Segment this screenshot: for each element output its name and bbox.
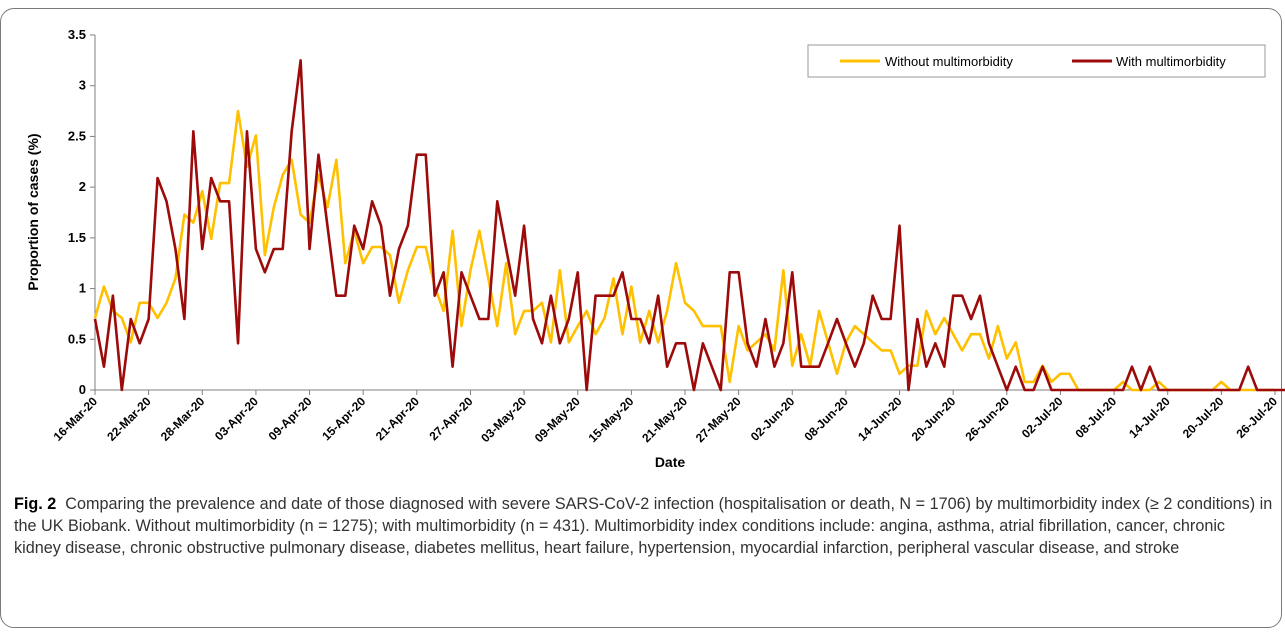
x-tick-label: 16-Mar-20 [51, 394, 101, 444]
legend-label-without: Without multimorbidity [885, 54, 1013, 69]
x-tick-label: 03-May-20 [478, 394, 529, 445]
x-tick-label: 21-May-20 [639, 394, 690, 445]
x-tick-label: 09-Apr-20 [266, 394, 315, 443]
x-tick-label: 27-May-20 [693, 394, 744, 445]
x-tick-label: 21-Apr-20 [373, 394, 422, 443]
series-layer [93, 59, 1285, 392]
y-tick-label: 3 [79, 78, 86, 93]
x-tick-label: 15-Apr-20 [319, 394, 368, 443]
x-tick-label: 26-Jun-20 [962, 394, 1012, 444]
caption-label: Fig. 2 [14, 495, 57, 513]
x-tick-label: 09-May-20 [532, 394, 583, 445]
x-tick-label: 22-Mar-20 [104, 394, 154, 444]
caption-text: Comparing the prevalence and date of tho… [14, 495, 1273, 557]
y-tick-label: 3.5 [68, 27, 86, 42]
x-tick-label: 28-Mar-20 [158, 394, 208, 444]
y-tick-label: 0.5 [68, 331, 86, 346]
x-tick-label: 20-Jul-20 [1180, 394, 1227, 441]
y-tick-label: 1.5 [68, 230, 86, 245]
x-tick-label: 03-Apr-20 [212, 394, 261, 443]
figure-frame [0, 8, 1282, 628]
x-tick-label: 15-May-20 [586, 394, 637, 445]
line-chart: 0 0.5 1 1.5 2 2.5 3 3.5 16-Mar-20 22-Mar-20 28-Ma… [25, 27, 1285, 470]
y-axis-title: Proportion of cases (%) [25, 133, 41, 290]
legend-box [807, 44, 1266, 78]
x-tick-label: 08-Jul-20 [1073, 394, 1120, 441]
x-tick-label: 27-Apr-20 [427, 394, 476, 443]
figure-caption: Fig. 2 Comparing the prevalence and date… [14, 493, 1276, 559]
y-axis: 0 0.5 1 1.5 2 2.5 3 3.5 [68, 27, 96, 397]
legend-label-with: With multimorbidity [1116, 54, 1226, 69]
x-tick-label: 08-Jun-20 [802, 394, 852, 444]
legend: Without multimorbidity With multimorbidi… [807, 44, 1266, 78]
x-tick-label: 02-Jun-20 [748, 394, 798, 444]
y-tick-label: 1 [79, 281, 86, 296]
x-tick-label: 14-Jul-20 [1126, 394, 1173, 441]
x-axis-title: Date [655, 454, 686, 470]
x-tick-label: 02-Jul-20 [1019, 394, 1066, 441]
x-axis: 16-Mar-20 22-Mar-20 28-Mar-20 03-Apr-20 09-A… [51, 389, 1280, 445]
series-line-with-multimorbidity [93, 59, 1285, 392]
x-tick-label: 20-Jun-20 [909, 394, 959, 444]
x-tick-label: 26-Jul-20 [1233, 394, 1280, 441]
y-tick-label: 0 [79, 382, 86, 397]
y-tick-label: 2.5 [68, 128, 86, 143]
x-tick-label: 14-Jun-20 [855, 394, 905, 444]
y-tick-label: 2 [79, 179, 86, 194]
